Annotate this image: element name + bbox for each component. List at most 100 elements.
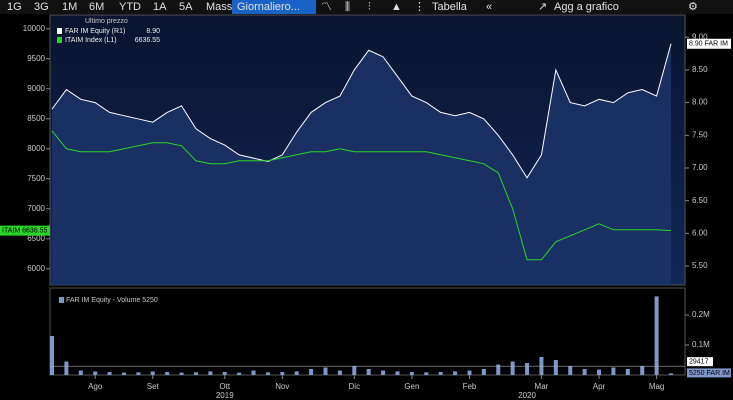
volume-bar — [640, 366, 645, 375]
volume-bar — [568, 366, 573, 375]
volume-bar — [265, 372, 270, 375]
legend-swatch — [57, 37, 62, 43]
volume-bar — [438, 372, 443, 375]
chart-icon[interactable]: ↗ — [538, 1, 547, 13]
y-tick-label: 6500 — [27, 234, 45, 243]
volume-bar — [222, 372, 227, 375]
y-tick-label: 7000 — [27, 204, 45, 213]
volume-bar — [179, 372, 184, 375]
legend-title: Ultimo prezzo — [85, 18, 128, 25]
volume-bar — [582, 369, 587, 375]
volume-bar — [625, 369, 630, 375]
axis-tag-bg — [687, 368, 731, 378]
y2-tick-label: 8.50 — [692, 65, 708, 74]
collapse-icon[interactable]: « — [486, 1, 492, 13]
x-year-label: 2020 — [518, 391, 536, 400]
legend-value: 6636.55 — [135, 37, 160, 44]
volume-bar — [654, 296, 659, 375]
y2-tick-label: 5.50 — [692, 261, 708, 270]
legend-label: ITAIM Index (L1) — [65, 37, 117, 44]
x-tick-label: Mag — [649, 382, 665, 391]
volume-bar — [150, 371, 155, 375]
range-button[interactable]: 1G — [7, 1, 22, 13]
x-tick-label: Ott — [219, 382, 230, 391]
volume-bar — [496, 364, 501, 375]
volume-bar — [352, 366, 357, 375]
table-button[interactable]: Tabella — [432, 1, 468, 13]
volume-bar — [251, 370, 256, 375]
legend-swatch — [57, 28, 62, 34]
volume-bar — [481, 369, 486, 375]
volume-bar — [165, 372, 170, 375]
range-button[interactable]: Mass — [206, 1, 233, 13]
add-button[interactable]: Agg a grafico — [554, 1, 619, 13]
volume-bar — [121, 372, 126, 375]
volume-bar — [381, 370, 386, 375]
y2-tick-label: 7.50 — [692, 130, 708, 139]
x-tick-label: Feb — [463, 382, 477, 391]
price-area — [52, 43, 671, 285]
y-tick-label: 6000 — [27, 264, 45, 273]
y2-tick-label: 6.50 — [692, 196, 708, 205]
y2-tick-label: 0.1M — [692, 340, 710, 349]
x-tick-label: Apr — [593, 382, 606, 391]
range-button[interactable]: 5A — [179, 1, 193, 13]
x-tick-label: Ago — [88, 382, 103, 391]
mountain-icon[interactable]: ▲ — [391, 1, 402, 13]
range-button[interactable]: 1A — [153, 1, 167, 13]
axis-tag-bg — [687, 38, 731, 49]
volume-bar — [424, 372, 429, 375]
volume-legend: FAR IM Equity - Volume 5250 — [66, 297, 158, 304]
toolbar — [0, 0, 733, 14]
range-button[interactable]: YTD — [119, 1, 141, 13]
x-tick-label: Set — [147, 382, 160, 391]
legend-value: 8.90 — [146, 28, 160, 35]
bar-icon[interactable]: ⫼ — [345, 1, 350, 13]
y-tick-label: 7500 — [27, 174, 45, 183]
volume-bar — [107, 372, 112, 375]
series-line — [51, 130, 672, 261]
volume-bar — [467, 370, 472, 375]
line-icon[interactable]: 〽 — [321, 1, 332, 13]
x-tick-label: Nov — [275, 382, 289, 391]
period-button[interactable]: Giornaliero... — [237, 1, 300, 13]
volume-bar — [597, 369, 602, 375]
y-tick-label: 10000 — [23, 24, 46, 33]
range-button[interactable]: 3G — [34, 1, 49, 13]
volume-bar — [50, 336, 54, 375]
volume-bar — [280, 372, 285, 375]
volume-bar — [553, 360, 558, 375]
volume-bar — [669, 373, 673, 375]
range-button[interactable]: 1M — [62, 1, 77, 13]
y-tick-label: 9500 — [27, 54, 45, 63]
y-tick-label: 8000 — [27, 144, 45, 153]
settings-icon[interactable]: ⋮ — [414, 1, 425, 13]
range-button[interactable]: 6M — [89, 1, 104, 13]
average-tag: 29417 — [689, 359, 709, 366]
volume-bar — [525, 363, 530, 375]
y2-tick-label: 9.00 — [692, 32, 708, 41]
period-button-bg[interactable] — [232, 0, 316, 14]
volume-bar — [409, 372, 414, 375]
axis-tag: 5250 FAR IM — [689, 370, 730, 377]
volume-bar — [78, 370, 83, 375]
x-tick-label: Gen — [404, 382, 419, 391]
gear-icon[interactable]: ⚙ — [688, 1, 698, 13]
volume-bar — [611, 367, 616, 375]
axis-tag-bg — [0, 225, 50, 236]
average-tag-bg — [687, 357, 713, 367]
y2-tick-label: 0.2M — [692, 310, 710, 319]
volume-bar — [136, 372, 141, 375]
volume-bar — [510, 361, 515, 375]
volume-bar — [294, 371, 299, 375]
legend-label: FAR IM Equity (R1) — [65, 28, 125, 35]
candle-icon[interactable]: ⫶ — [368, 1, 371, 13]
volume-bar — [366, 369, 371, 375]
volume-bar — [64, 361, 69, 375]
volume-bar — [93, 371, 98, 375]
volume-bar — [309, 369, 314, 375]
volume-bar — [453, 371, 458, 375]
axis-tag: 8.90 FAR IM — [689, 41, 728, 48]
volume-bar — [395, 371, 400, 375]
